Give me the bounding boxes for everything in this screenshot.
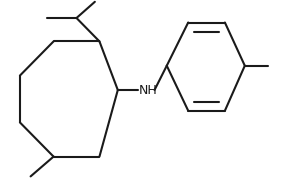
Text: NH: NH [139, 84, 158, 96]
